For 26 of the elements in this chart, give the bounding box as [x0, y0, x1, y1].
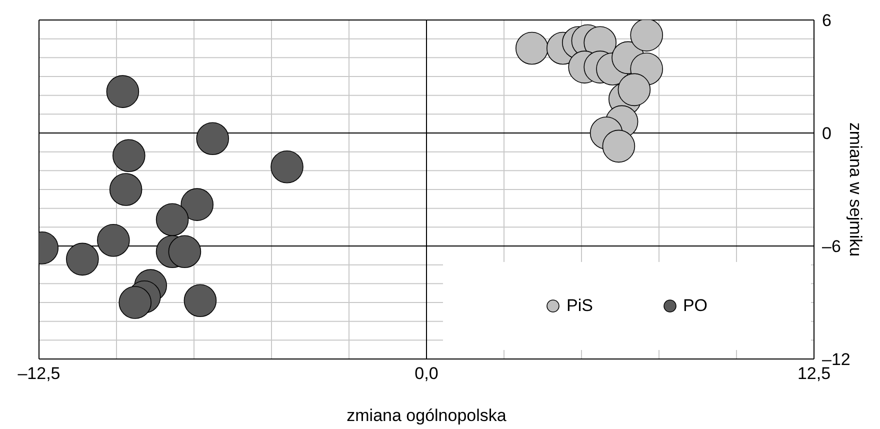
point: [516, 32, 548, 65]
point: [196, 122, 229, 156]
x-axis-title: zmiana ogólnopolska: [346, 406, 507, 425]
legend-label: PiS: [565, 296, 593, 316]
x-tick-label: 0,0: [414, 364, 438, 384]
y-tick-label: –6: [822, 237, 841, 256]
x-tick-label: –12,5: [18, 364, 60, 384]
point: [618, 73, 651, 106]
legend-label: PO: [682, 296, 708, 316]
point: [184, 284, 217, 318]
point: [270, 150, 304, 184]
point: [168, 235, 202, 268]
point: [66, 242, 99, 276]
point: [112, 139, 146, 172]
y-axis-title: zmiana w sejmiku: [846, 122, 865, 257]
point: [630, 20, 663, 52]
point: [602, 130, 636, 163]
point: [109, 173, 142, 206]
point: [180, 188, 214, 221]
y-tick-label: 6: [822, 11, 832, 30]
point: [118, 286, 152, 319]
y-tick-label: 0: [822, 124, 832, 144]
point: [156, 203, 189, 236]
point: [106, 75, 140, 108]
point: [97, 224, 130, 257]
x-tick-label: 12,5: [797, 364, 831, 384]
